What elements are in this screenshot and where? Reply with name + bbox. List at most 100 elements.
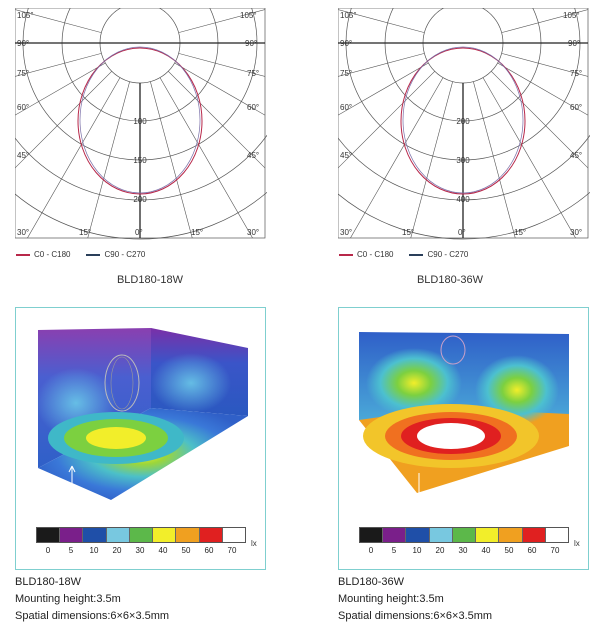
angle-label: 90° xyxy=(340,39,352,48)
mounting-height: Mounting height:3.5m xyxy=(15,593,121,605)
angle-label: 75° xyxy=(340,69,352,78)
radial-label: 200 xyxy=(133,195,147,204)
scale-swatch xyxy=(129,528,154,542)
spatial-dimensions: Spatial dimensions:6×6×3.5mm xyxy=(15,610,170,622)
angle-label: 30° xyxy=(340,228,352,237)
polar-ray xyxy=(87,81,130,238)
radial-label: 100 xyxy=(133,117,147,126)
model-name: BLD180-36W xyxy=(338,576,405,588)
legend-label: C0 - C180 xyxy=(357,250,394,259)
polar-ray xyxy=(15,9,102,33)
angle-label: 45° xyxy=(17,151,29,160)
illuminance-scale-right xyxy=(359,527,569,543)
scale-unit: lx xyxy=(574,539,580,548)
spatial-dimensions: Spatial dimensions:6×6×3.5mm xyxy=(338,610,493,622)
room-render-right xyxy=(359,332,569,494)
angle-label: 30° xyxy=(247,228,259,237)
scale-swatch xyxy=(222,528,245,542)
scale-label: 0 xyxy=(45,546,51,555)
angle-label: 15° xyxy=(514,228,526,237)
angle-label: 60° xyxy=(340,103,352,112)
scale-swatch xyxy=(476,528,500,542)
scale-swatch xyxy=(499,528,523,542)
polar-diagram-left: 105° 105° 90° 90° 75° 75° 60° 60° 45° 45… xyxy=(15,8,267,240)
angle-label: 0° xyxy=(135,228,143,237)
angle-label: 15° xyxy=(402,228,414,237)
illuminance-scale-left xyxy=(36,527,246,543)
polar-ray xyxy=(338,71,435,169)
polar-ray xyxy=(27,77,121,238)
scale-swatch xyxy=(106,528,130,542)
scale-label: 70 xyxy=(550,546,560,555)
scale-swatch xyxy=(153,528,177,542)
caption-left: BLD180-18W xyxy=(116,274,184,286)
scale-label: 5 xyxy=(391,546,397,555)
caption-right: BLD180-36W xyxy=(416,274,484,286)
polar-ray xyxy=(178,53,265,77)
angle-label: 30° xyxy=(17,228,29,237)
scale-label: 30 xyxy=(458,546,468,555)
polar-ray xyxy=(159,77,253,238)
angle-label: 0° xyxy=(458,228,466,237)
angle-label: 75° xyxy=(17,69,29,78)
scale-swatch xyxy=(37,528,61,542)
polar-ray xyxy=(338,53,425,77)
scale-label: 50 xyxy=(181,546,191,555)
scale-label: 20 xyxy=(435,546,445,555)
mounting-height: Mounting height:3.5m xyxy=(338,593,444,605)
polar-ray xyxy=(497,62,588,116)
polar-ray xyxy=(473,81,516,238)
scale-swatch xyxy=(83,528,107,542)
scale-label: 10 xyxy=(89,546,99,555)
scale-label: 70 xyxy=(227,546,237,555)
scale-label: 0 xyxy=(368,546,374,555)
angle-label: 45° xyxy=(340,151,352,160)
angle-label: 15° xyxy=(191,228,203,237)
polar-ray xyxy=(15,53,102,77)
angle-label: 90° xyxy=(17,39,29,48)
scale-label: 20 xyxy=(112,546,122,555)
legend-label: C90 - C270 xyxy=(104,250,146,259)
polar-ray xyxy=(338,9,425,33)
polar-ray xyxy=(15,71,112,169)
polar-ray xyxy=(178,9,265,33)
scale-label: 60 xyxy=(204,546,214,555)
legend-label: C90 - C270 xyxy=(427,250,469,259)
polar-ray xyxy=(410,81,453,238)
polar-ray xyxy=(15,62,106,116)
scale-swatch xyxy=(60,528,84,542)
angle-label: 60° xyxy=(17,103,29,112)
legend-left: C0 - C180 C90 - C270 xyxy=(16,250,145,259)
scale-label: 60 xyxy=(527,546,537,555)
polar-ray xyxy=(482,77,576,238)
angle-label: 105° xyxy=(17,11,34,20)
legend-swatch-c90 xyxy=(86,253,101,256)
scale-label: 5 xyxy=(68,546,74,555)
angle-label: 75° xyxy=(570,69,582,78)
angle-label: 30° xyxy=(570,228,582,237)
legend-swatch-c0 xyxy=(16,253,30,256)
polar-ray xyxy=(501,9,588,33)
scale-label: 40 xyxy=(158,546,168,555)
scale-label: 50 xyxy=(504,546,514,555)
illuminance-render-right: 0 5 10 20 30 40 50 60 70 lx xyxy=(338,307,589,570)
angle-label: 105° xyxy=(340,11,357,20)
legend-swatch-c90 xyxy=(409,253,424,256)
scale-swatch xyxy=(176,528,200,542)
polar-ray xyxy=(350,77,444,238)
illuminance-render-left: 0 5 10 20 30 40 50 60 70 lx xyxy=(15,307,266,570)
scale-swatch xyxy=(383,528,407,542)
radial-label: 150 xyxy=(133,156,147,165)
scale-label: 40 xyxy=(481,546,491,555)
polar-diagram-right: 105° 105° 90° 90° 75° 75° 60° 60° 45° 45… xyxy=(338,8,590,240)
scale-swatch xyxy=(406,528,430,542)
radial-label: 400 xyxy=(456,195,470,204)
scale-swatch xyxy=(199,528,223,542)
model-name: BLD180-18W xyxy=(15,576,82,588)
angle-label: 105° xyxy=(240,11,257,20)
polar-ray xyxy=(174,62,265,116)
scale-swatch xyxy=(545,528,568,542)
angle-label: 45° xyxy=(247,151,259,160)
polar-ray xyxy=(491,71,588,169)
radial-label: 200 xyxy=(456,117,470,126)
